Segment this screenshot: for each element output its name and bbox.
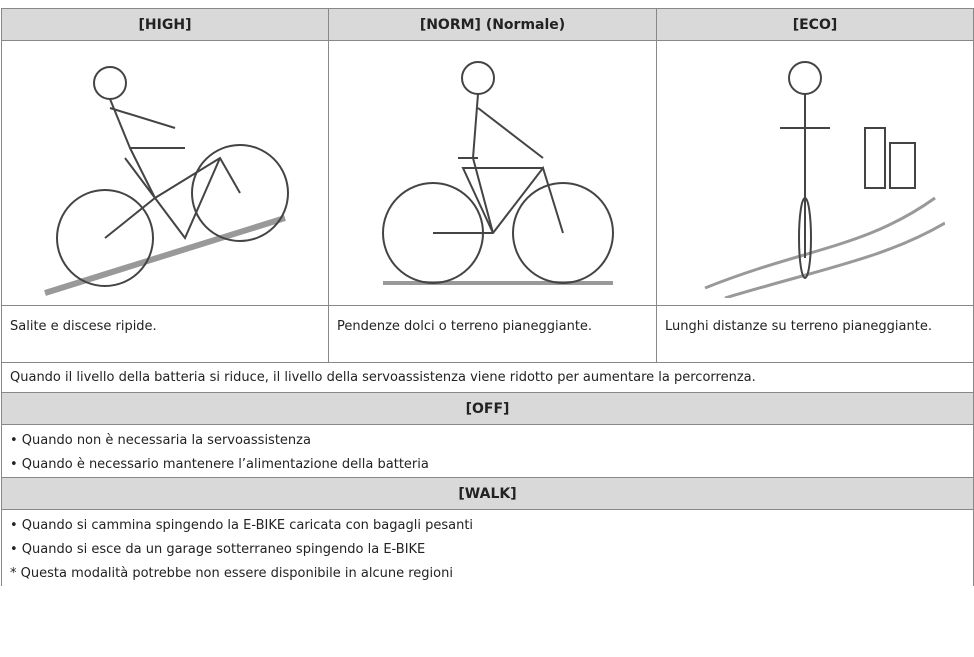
sections: [OFF] • Quando non è necessaria la servoa… (1, 392, 974, 586)
note: Quando il livello della batteria si ridu… (1, 362, 974, 393)
section-title: [OFF] (1, 392, 974, 425)
illustration-eco (704, 61, 945, 298)
list-item: • Quando si cammina spingendo la E-BIKE … (10, 518, 474, 533)
header-cell: [ECO] (656, 8, 974, 41)
header-cell: [HIGH] (1, 8, 329, 41)
mode-table: [HIGH] [NORM] (Normale) [ECO] Salite e dis… (1, 8, 974, 586)
section-header-row: [WALK] (1, 477, 974, 510)
header-cell: [NORM] (Normale) (328, 8, 657, 41)
section-items: • Quando si cammina spingendo la E-BIKE … (1, 509, 974, 586)
description: Lunghi distanze su terreno pianeggiante. (656, 305, 974, 363)
illustration-cell (1, 40, 329, 306)
description: Pendenze dolci o terreno pianeggiante. (328, 305, 657, 363)
list-item: • Quando è necessario mantenere l’alimen… (10, 457, 429, 472)
illustration-high (44, 66, 289, 296)
illustration-cell (656, 40, 974, 306)
list-item: • Quando non è necessaria la servoassist… (10, 433, 311, 448)
illustration-norm (381, 61, 614, 285)
section-items-row: • Quando non è necessaria la servoassist… (1, 424, 974, 478)
section-title: [WALK] (1, 477, 974, 510)
section-items: • Quando non è necessaria la servoassist… (1, 424, 974, 478)
section-items-row: • Quando si cammina spingendo la E-BIKE … (1, 509, 974, 586)
section-header-row: [OFF] (1, 392, 974, 425)
illustration-cell (328, 40, 657, 306)
description: Salite e discese ripide. (1, 305, 329, 363)
list-item: * Questa modalità potrebbe non essere di… (10, 566, 453, 581)
list-item: • Quando si esce da un garage sotterrane… (10, 542, 426, 557)
